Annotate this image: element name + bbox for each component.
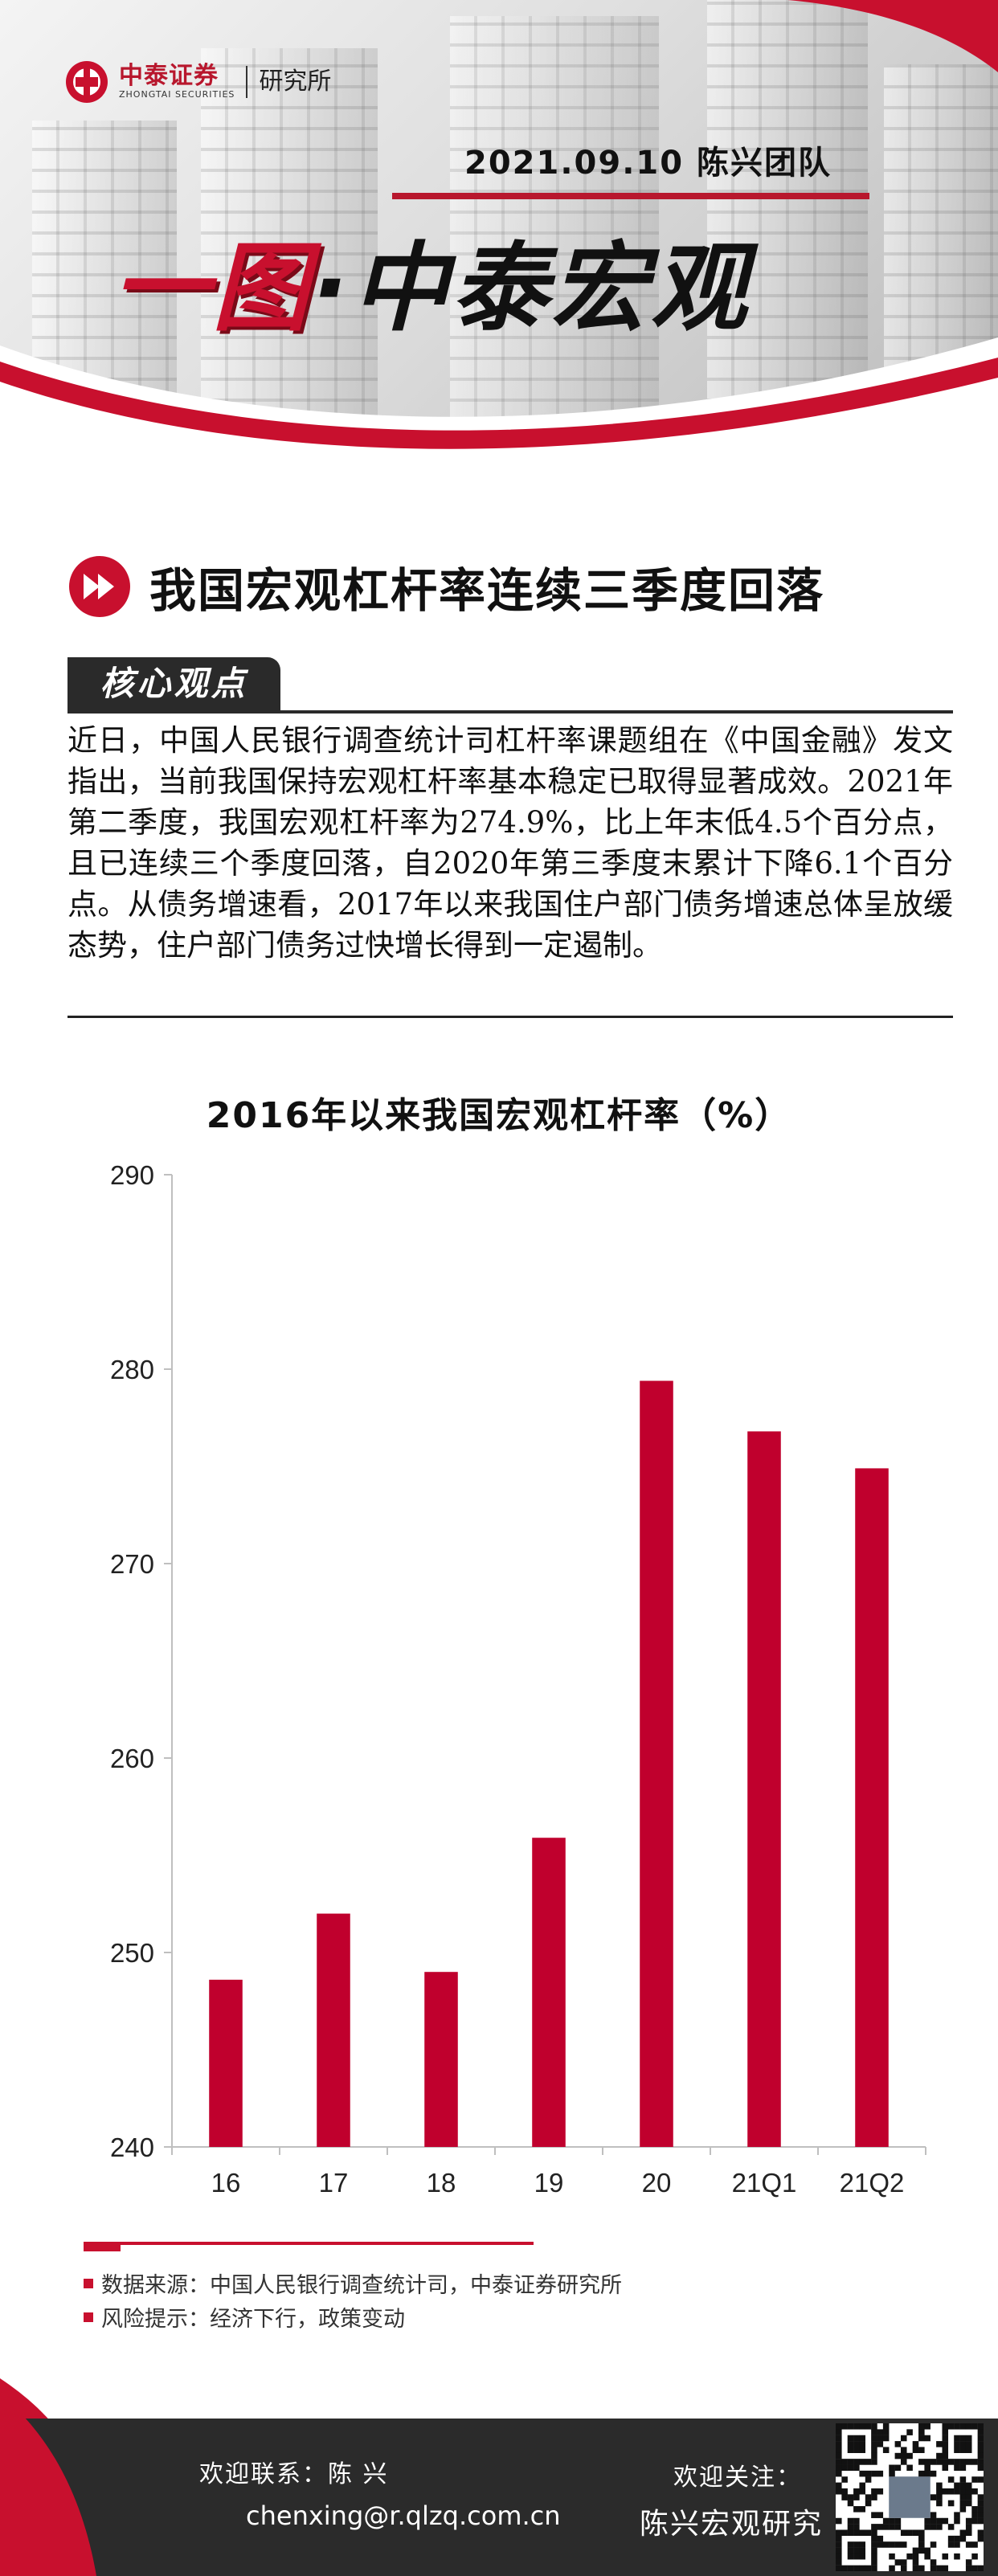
x-tick-label: 19 <box>534 2168 564 2198</box>
contact-label: 欢迎联系：陈 兴 <box>199 2460 389 2488</box>
y-tick-label: 240 <box>110 2132 154 2162</box>
y-tick-label: 250 <box>110 1938 154 1968</box>
banner-title: 一图·中泰宏观 <box>112 233 751 346</box>
header-swoosh-decoration <box>0 0 998 482</box>
data-source-note: 数据来源：中国人民银行调查统计司，中泰证券研究所 <box>84 2267 622 2299</box>
notes-divider-accent <box>84 2242 121 2251</box>
bar-20 <box>640 1380 673 2147</box>
logo-separator <box>246 66 248 98</box>
y-tick-label: 270 <box>110 1549 154 1579</box>
x-tick-label: 17 <box>319 2168 349 2198</box>
data-source-text: 数据来源：中国人民银行调查统计司，中泰证券研究所 <box>101 2273 622 2298</box>
paragraph-divider <box>67 1016 953 1018</box>
y-tick-label: 260 <box>110 1744 154 1773</box>
header-banner: 中泰证券 ZHONGTAI SECURITIES 研究所 2021.09.10 … <box>0 0 998 482</box>
core-view-paragraph: 近日，中国人民银行调查统计司杠杆率课题组在《中国金融》发文指出，当前我国保持宏观… <box>67 723 953 963</box>
logo-department: 研究所 <box>259 67 332 96</box>
footer: 欢迎联系：陈 兴 chenxing@r.qlzq.com.cn 欢迎关注： 陈兴… <box>0 2362 998 2576</box>
footer-background <box>0 2419 998 2576</box>
follow-account-name: 陈兴宏观研究 <box>640 2508 824 2541</box>
logo-company-name: 中泰证券 <box>119 62 219 90</box>
logo-company-english: ZHONGTAI SECURITIES <box>119 89 235 100</box>
bar-19 <box>532 1838 566 2147</box>
leverage-bar-chart: 240 250 260 270 280 290 16 17 18 19 20 21Q1 21Q2 <box>110 1160 926 2198</box>
qr-avatar <box>889 2476 931 2518</box>
banner-title-red: 一图 <box>112 233 312 345</box>
x-tick-label: 21Q2 <box>840 2168 905 2198</box>
x-tick-label: 18 <box>427 2168 456 2198</box>
banner-title-dot: · <box>312 233 352 345</box>
qr-code-icon[interactable] <box>836 2423 984 2571</box>
date-and-team: 2021.09.10 陈兴团队 <box>464 145 832 182</box>
x-tick-label: 21Q1 <box>732 2168 797 2198</box>
risk-text: 风险提示：经济下行，政策变动 <box>101 2307 405 2332</box>
core-view-tab: 核心观点 <box>67 657 280 710</box>
bar-16 <box>209 1979 243 2147</box>
date-underline <box>392 193 869 199</box>
x-tick-label: 20 <box>642 2168 672 2198</box>
bullet-square-icon <box>84 2278 93 2288</box>
x-tick-label: 16 <box>211 2168 241 2198</box>
notes-divider <box>84 2242 534 2245</box>
chart-title: 2016年以来我国宏观杠杆率（%） <box>206 1095 792 1136</box>
logo-text: 中泰证券 ZHONGTAI SECURITIES <box>119 63 235 100</box>
bar-18 <box>424 1972 458 2147</box>
footer-swoosh-front <box>0 2394 96 2576</box>
zhongtai-logo-icon <box>66 61 108 103</box>
bullet-square-icon <box>84 2312 93 2322</box>
bar-21Q1 <box>747 1431 781 2147</box>
bar-17 <box>317 1913 350 2147</box>
section-title: 我国宏观杠杆率连续三季度回落 <box>149 563 825 618</box>
core-view-underline <box>67 710 953 714</box>
follow-label: 欢迎关注： <box>673 2464 802 2492</box>
bar-21Q2 <box>855 1468 889 2147</box>
contact-email[interactable]: chenxing@r.qlzq.com.cn <box>246 2500 561 2531</box>
core-view-header: 核心观点 <box>67 657 953 714</box>
risk-note: 风险提示：经济下行，政策变动 <box>84 2301 405 2333</box>
fast-forward-icon <box>69 556 130 617</box>
y-tick-label: 280 <box>110 1355 154 1384</box>
company-logo: 中泰证券 ZHONGTAI SECURITIES 研究所 <box>64 59 331 104</box>
section-heading: 我国宏观杠杆率连续三季度回落 <box>67 553 824 620</box>
banner-title-black: 中泰宏观 <box>351 233 751 345</box>
y-tick-label: 290 <box>110 1160 154 1190</box>
building-backdrop <box>450 16 659 482</box>
